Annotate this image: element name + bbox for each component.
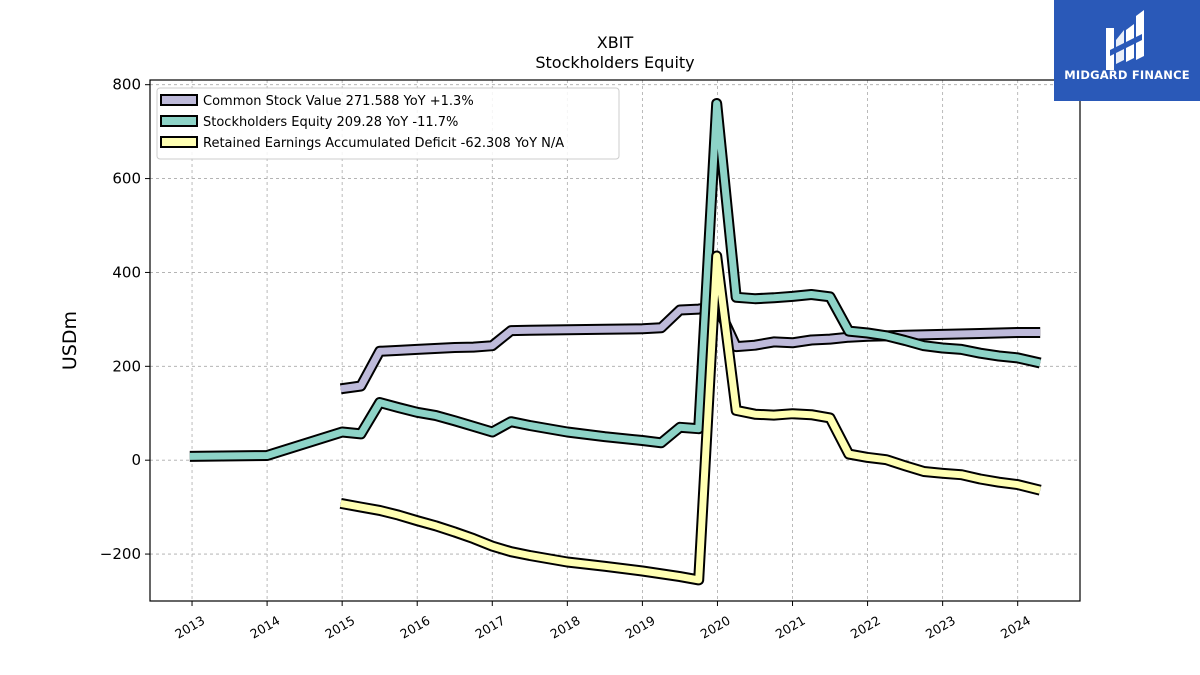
x-tick-label: 2024 bbox=[998, 613, 1033, 642]
legend-swatch bbox=[160, 115, 198, 127]
logo-mark-icon bbox=[1106, 10, 1144, 70]
x-tick-label: 2020 bbox=[698, 613, 733, 642]
legend-box bbox=[156, 87, 620, 160]
x-tick-label: 2015 bbox=[322, 613, 357, 642]
chart-subtitle: Stockholders Equity bbox=[535, 53, 694, 72]
x-tick-label: 2017 bbox=[473, 613, 508, 642]
x-tick-label: 2018 bbox=[548, 613, 583, 642]
y-tick-label: 600 bbox=[112, 170, 141, 188]
logo-text: MIDGARD FINANCE bbox=[1064, 68, 1190, 82]
y-tick-label: 800 bbox=[112, 76, 141, 94]
legend-label: Stockholders Equity 209.28 YoY -11.7% bbox=[203, 115, 458, 130]
x-tick-label: 2021 bbox=[773, 613, 808, 642]
legend-swatch bbox=[160, 94, 198, 106]
legend-label: Common Stock Value 271.588 YoY +1.3% bbox=[203, 94, 474, 109]
y-axis-label: USDm bbox=[59, 311, 81, 370]
y-tick-label: 200 bbox=[112, 357, 141, 375]
x-tick-label: 2016 bbox=[397, 613, 432, 642]
series-line-1 bbox=[189, 100, 1041, 460]
legend: Common Stock Value 271.588 YoY +1.3% Stoc… bbox=[156, 87, 620, 160]
x-tick-label: 2023 bbox=[923, 613, 958, 642]
x-tick-label: 2019 bbox=[623, 613, 658, 642]
y-tick-label: 400 bbox=[112, 263, 141, 281]
x-tick-label: 2022 bbox=[848, 613, 883, 642]
y-tick-label: −200 bbox=[100, 545, 141, 563]
y-tick-label: 0 bbox=[131, 451, 141, 469]
legend-swatch bbox=[160, 136, 198, 148]
plot-frame bbox=[149, 79, 1081, 602]
y-axis: −200 0 200 400 600 800 bbox=[100, 76, 150, 563]
legend-label: Retained Earnings Accumulated Deficit -6… bbox=[203, 136, 564, 151]
chart-title: XBIT bbox=[597, 33, 634, 52]
series-line-2 bbox=[340, 252, 1042, 584]
series-layer bbox=[189, 98, 1042, 586]
x-tick-label: 2013 bbox=[172, 613, 207, 642]
x-tick-label: 2014 bbox=[247, 613, 282, 642]
midgard-finance-logo: MIDGARD FINANCE bbox=[1054, 0, 1200, 101]
x-axis: 2013 2014 2015 2016 2017 2018 2019 2020 2021 2022… bbox=[172, 601, 1033, 642]
